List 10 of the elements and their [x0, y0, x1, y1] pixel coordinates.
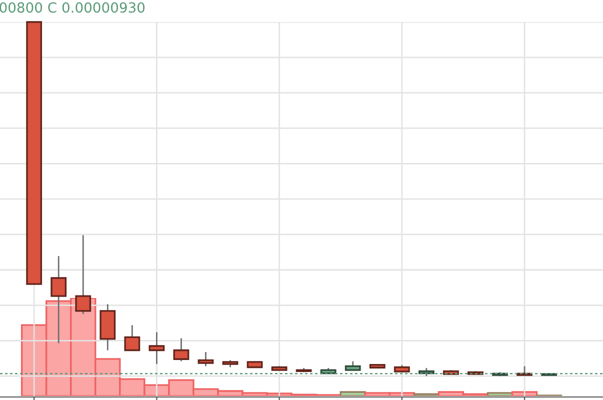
- candlestick: [124, 324, 140, 352]
- candlestick: [75, 234, 92, 315]
- bar: [511, 391, 538, 396]
- candlestick: [50, 255, 67, 344]
- candlestick: [148, 332, 165, 365]
- candlestick: [173, 338, 190, 362]
- bar: [486, 392, 514, 396]
- text: 00800 C 0.00000930: [0, 2, 145, 13]
- candlestick: [198, 351, 214, 367]
- bar: [340, 391, 366, 396]
